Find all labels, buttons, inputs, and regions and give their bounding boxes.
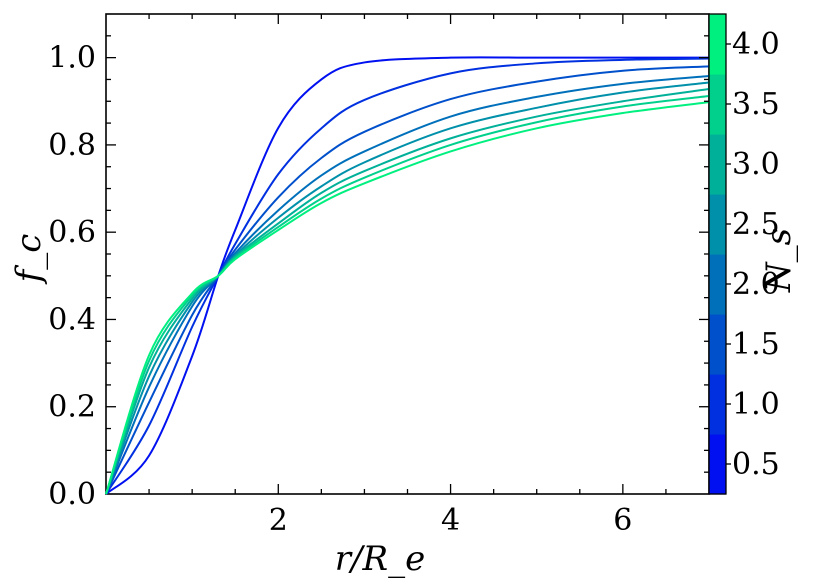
series-line-ns-0-5 [105, 56, 709, 495]
y-tick-label: 0.2 [48, 390, 96, 425]
y-axis-label: f_c [9, 234, 49, 286]
series-line-ns-3-5 [105, 95, 710, 495]
colorbar-tick-label: 1.5 [732, 327, 780, 362]
series-line-ns-2-5 [105, 81, 710, 495]
colorbar-tick-label: 2.0 [732, 267, 780, 302]
colorbar-tick-label: 4.0 [732, 27, 780, 62]
plot-frame [105, 13, 710, 495]
colorbar-segment [709, 314, 726, 375]
colorbar-tick-label: 3.5 [732, 87, 780, 122]
colorbar-segment [709, 194, 726, 255]
colorbar-segment [709, 434, 726, 495]
series-line-ns-1 [105, 57, 710, 495]
x-tick-label: 2 [269, 503, 288, 538]
colorbar-segment [709, 254, 726, 315]
y-axis-ticks: 0.0 0.2 0.4 0.6 0.8 1.0 [48, 35, 709, 512]
y-tick-label: 0.4 [48, 302, 96, 337]
colorbar-tick-label: 0.5 [732, 447, 780, 482]
series-line-ns-1-5 [105, 65, 710, 495]
colorbar-label: N_s [759, 228, 799, 293]
colorbar [708, 13, 727, 495]
colorbar-segment [709, 374, 726, 435]
x-axis-label: r/R_e [335, 539, 425, 579]
y-tick-label: 0.6 [48, 215, 96, 250]
colorbar-tick-label: 1.0 [732, 387, 780, 422]
colorbar-segment [709, 134, 726, 195]
colorbar-tick-label: 3.0 [732, 147, 780, 182]
series-line-ns-3 [105, 88, 710, 495]
series-line-ns-4 [105, 101, 710, 495]
colorbar-segment [709, 14, 726, 75]
y-tick-label: 1.0 [48, 41, 96, 76]
y-tick-label: 0.8 [48, 128, 96, 163]
series-line-ns-2 [105, 74, 710, 495]
colorbar-ticks: 0.5 1.0 1.5 2.0 2.5 3.0 3.5 4.0 [726, 27, 780, 482]
y-tick-label: 0.0 [48, 477, 96, 512]
plot-area [105, 13, 710, 495]
colorbar-segment [709, 74, 726, 135]
x-tick-label: 4 [441, 503, 460, 538]
x-tick-label: 6 [613, 503, 632, 538]
x-axis-ticks: 2 4 6 [148, 14, 667, 538]
colorbar-tick-label: 2.5 [732, 207, 780, 242]
